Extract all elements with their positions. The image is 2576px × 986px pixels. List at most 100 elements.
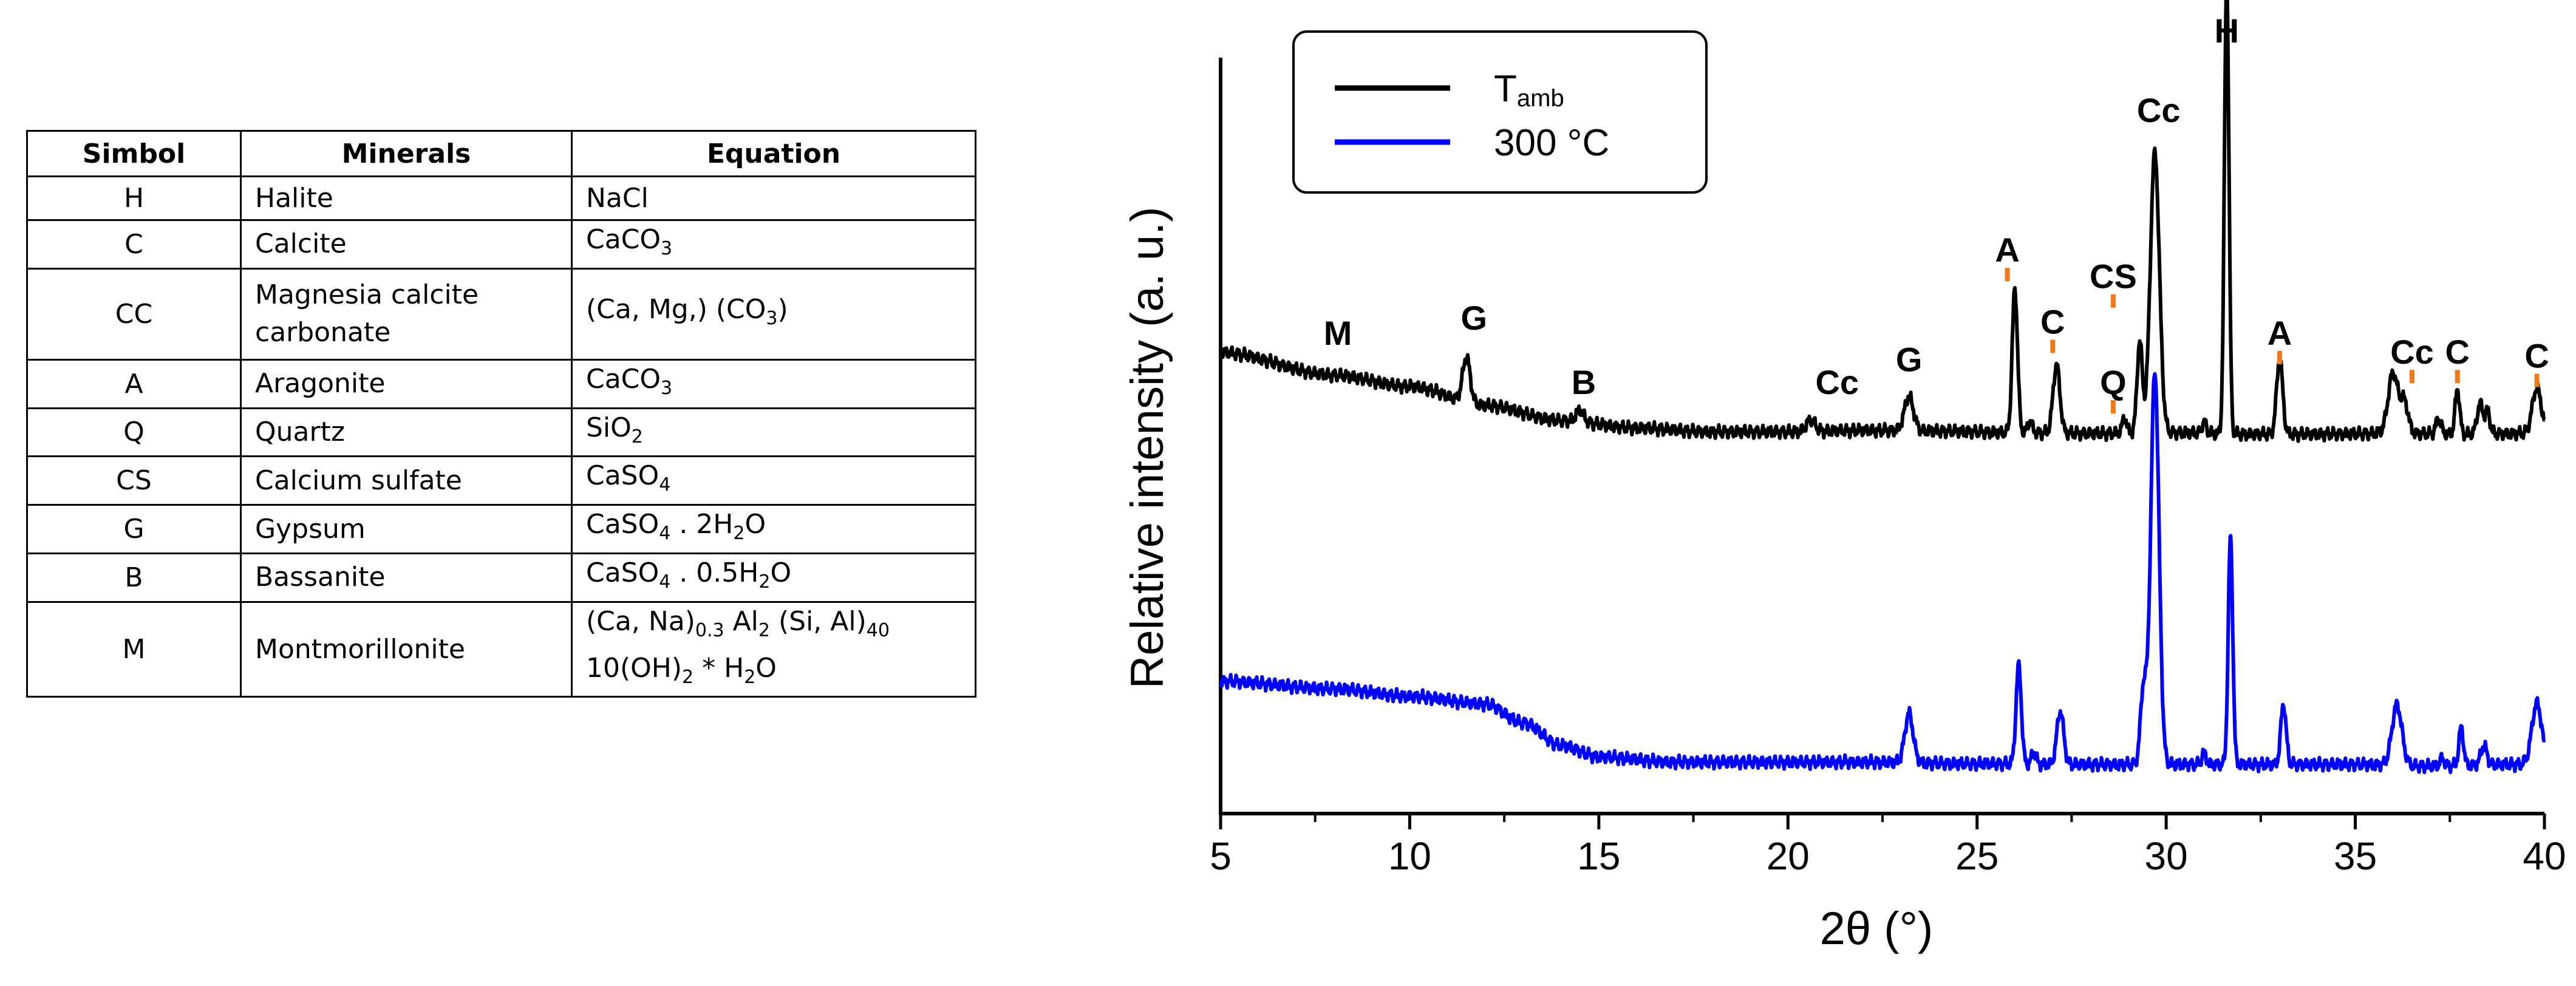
formula-text: NaCl bbox=[586, 182, 649, 214]
peak-label: B bbox=[1572, 363, 1596, 401]
x-tick-label: 35 bbox=[2334, 834, 2377, 878]
mineral-name-line: Aragonite bbox=[255, 368, 386, 399]
peak-label: C bbox=[2524, 336, 2549, 375]
equation-line: CaSO4 bbox=[586, 457, 961, 504]
equation-line: CaSO4 . 2H2O bbox=[586, 506, 961, 552]
formula-text: (Ca, Na) bbox=[586, 605, 695, 637]
cell-symbol: G bbox=[26, 504, 242, 554]
mineral-name-line: Gypsum bbox=[255, 513, 366, 545]
formula-subscript: 0.3 bbox=[695, 619, 724, 641]
cell-equation: CaSO4 . 2H2O bbox=[571, 504, 976, 554]
formula-subscript: 4 bbox=[659, 571, 671, 593]
cell-equation: NaCl bbox=[571, 175, 976, 221]
x-tick-label: 15 bbox=[1577, 834, 1620, 878]
cell-symbol: H bbox=[26, 175, 242, 221]
formula-subscript: 2 bbox=[758, 619, 770, 641]
peak-label: G bbox=[1896, 341, 1923, 379]
table-row: M Montmorillonite (Ca, Na)0.3 Al2 (Si, Al)… bbox=[26, 600, 976, 698]
legend-label-text: 300 °C bbox=[1494, 122, 1609, 164]
formula-text: O bbox=[770, 557, 792, 588]
cell-mineral: Gypsum bbox=[240, 504, 573, 554]
formula-text: CaCO bbox=[586, 363, 661, 395]
formula-text: (Ca, Mg,) (CO bbox=[586, 293, 766, 325]
cell-equation: SiO2 bbox=[571, 407, 976, 458]
legend-label-subscript: amb bbox=[1517, 85, 1564, 112]
axes: 5 10 15 20 25 30 35 40 2θ (°) Relative intensity … bbox=[1122, 58, 2566, 954]
table-body: H Halite NaCl C Calcite CaCO3 CC Magnesia calci… bbox=[26, 175, 976, 698]
cell-equation: CaSO4 bbox=[571, 455, 976, 506]
formula-text: * H bbox=[693, 652, 745, 684]
cell-symbol: C bbox=[26, 219, 242, 270]
cell-symbol: CS bbox=[26, 455, 242, 506]
cell-mineral: Quartz bbox=[240, 407, 573, 458]
formula-subscript: 3 bbox=[661, 237, 673, 259]
table-row: A Aragonite CaCO3 bbox=[26, 358, 976, 409]
legend-label: Tamb bbox=[1494, 68, 1564, 112]
table-row: B Bassanite CaSO4 . 0.5H2O bbox=[26, 552, 976, 603]
formula-subscript: 2 bbox=[682, 666, 694, 688]
table-row: Q Quartz SiO2 bbox=[26, 407, 976, 458]
mineral-table: Simbol Minerals Equation H Halite NaCl C Cal… bbox=[26, 130, 976, 698]
formula-subscript: 4 bbox=[659, 474, 671, 496]
equation-line: (Ca, Na)0.3 Al2 (Si, Al)40 bbox=[586, 603, 961, 650]
peak-label: CS bbox=[2090, 257, 2137, 296]
mineral-name-line: Bassanite bbox=[255, 562, 386, 593]
equation-line: CaCO3 bbox=[586, 361, 961, 407]
peak-label: G bbox=[1461, 299, 1488, 337]
table-row: G Gypsum CaSO4 . 2H2O bbox=[26, 504, 976, 554]
header-equation: Equation bbox=[571, 130, 976, 177]
peak-label: M bbox=[1324, 314, 1352, 352]
mineral-name-line: Quartz bbox=[255, 416, 345, 447]
equation-line: CaSO4 . 0.5H2O bbox=[586, 554, 961, 601]
formula-text: 10(OH) bbox=[586, 652, 683, 684]
formula-text: CaSO bbox=[586, 509, 659, 540]
cell-symbol: Q bbox=[26, 407, 242, 458]
legend-label-text: T bbox=[1494, 68, 1517, 110]
peak-label: Q bbox=[2100, 363, 2127, 401]
formula-subscript: 2 bbox=[744, 666, 756, 688]
equation-line: 10(OH)2 * H2O bbox=[586, 650, 961, 696]
y-axis-title: Relative intensity (a. u.) bbox=[1122, 206, 1173, 688]
formula-subscript: 3 bbox=[766, 307, 778, 329]
cell-symbol: A bbox=[26, 358, 242, 409]
cell-mineral: Aragonite bbox=[240, 358, 573, 409]
formula-subscript: 2 bbox=[733, 522, 745, 544]
equation-line: (Ca, Mg,) (CO3) bbox=[586, 291, 961, 338]
peak-label: A bbox=[1995, 231, 2019, 269]
x-tick-label: 25 bbox=[1955, 834, 1998, 878]
mineral-name-line: Calcium sulfate bbox=[255, 464, 462, 496]
table-header-row: Simbol Minerals Equation bbox=[26, 130, 976, 177]
x-tick-label: 10 bbox=[1388, 834, 1431, 878]
formula-text: CaSO bbox=[586, 557, 659, 588]
mineral-name-line: Montmorillonite bbox=[255, 633, 465, 665]
cell-mineral: Calcium sulfate bbox=[240, 455, 573, 506]
peak-label: H bbox=[2215, 12, 2239, 50]
x-tick-label: 40 bbox=[2523, 834, 2566, 878]
series-line-300c bbox=[1219, 372, 2546, 775]
cell-equation: CaCO3 bbox=[571, 358, 976, 409]
mineral-name-line: Magnesia calcite bbox=[255, 279, 479, 311]
formula-text: . 0.5H bbox=[670, 557, 759, 588]
cell-equation: CaSO4 . 0.5H2O bbox=[571, 552, 976, 603]
table-row: H Halite NaCl bbox=[26, 175, 976, 221]
x-tick-label: 5 bbox=[1210, 834, 1232, 878]
formula-text: SiO bbox=[586, 412, 632, 443]
cell-mineral: Bassanite bbox=[240, 552, 573, 603]
cell-equation: (Ca, Na)0.3 Al2 (Si, Al)40 10(OH)2 * H2O bbox=[571, 600, 976, 698]
x-axis-title: 2θ (°) bbox=[1820, 903, 1934, 954]
equation-line: NaCl bbox=[586, 180, 961, 217]
formula-text: ) bbox=[777, 293, 788, 325]
legend: Tamb 300 °C bbox=[1292, 30, 1708, 194]
mineral-name-line: Halite bbox=[255, 182, 333, 214]
formula-text: CaSO bbox=[586, 460, 659, 492]
formula-subscript: 40 bbox=[866, 619, 890, 641]
peak-label: C bbox=[2040, 302, 2065, 341]
formula-subscript: 4 bbox=[659, 522, 671, 544]
equation-line: SiO2 bbox=[586, 409, 961, 456]
peak-label: A bbox=[2268, 314, 2292, 352]
formula-text: CaCO bbox=[586, 224, 661, 255]
equation-line: CaCO3 bbox=[586, 221, 961, 268]
